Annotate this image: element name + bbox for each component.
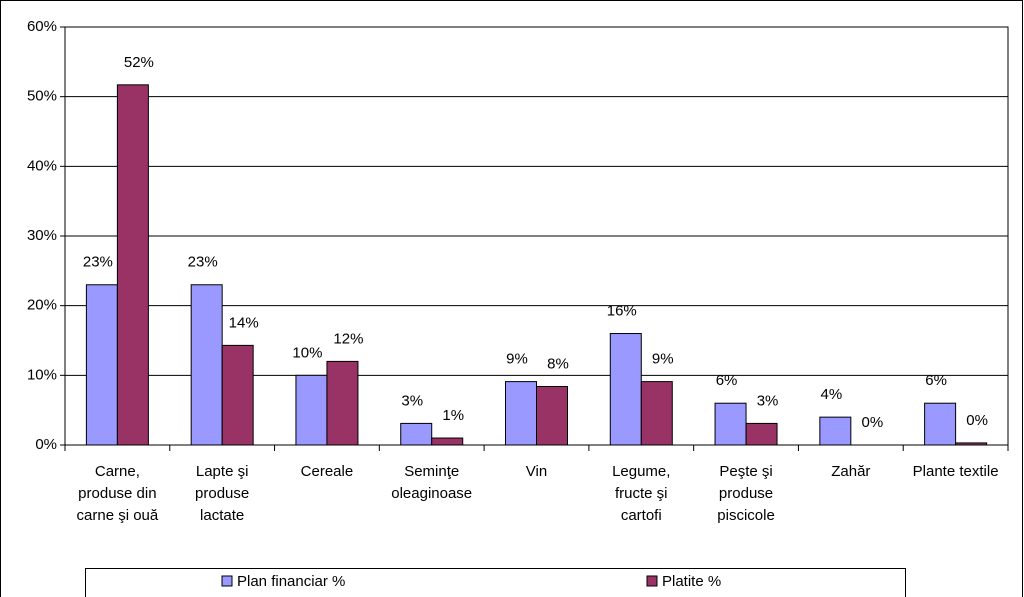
bar xyxy=(431,437,464,446)
bar xyxy=(326,360,359,446)
value-label: 14% xyxy=(229,314,259,331)
x-tick-label: Peşte şi produse piscicole xyxy=(717,463,775,524)
value-label: 23% xyxy=(188,254,218,271)
value-label: 6% xyxy=(925,372,947,389)
value-label: 0% xyxy=(966,412,988,429)
bar xyxy=(116,84,149,446)
x-tick-label: Legume, fructe şi cartofi xyxy=(612,463,671,524)
x-tick-label: Carne, produse din carne şi ouă xyxy=(76,463,159,524)
bar xyxy=(536,385,568,446)
bar xyxy=(221,344,254,446)
bar xyxy=(400,422,433,446)
y-tick-label: 40% xyxy=(27,157,57,174)
legend-label: Platite % xyxy=(662,573,721,590)
value-label: 52% xyxy=(124,54,154,71)
value-label: 9% xyxy=(506,351,528,368)
x-tick-label: Plante textile xyxy=(912,463,999,480)
y-tick-label: 20% xyxy=(27,297,57,314)
bar xyxy=(745,422,778,446)
value-label: 12% xyxy=(333,330,363,347)
x-tick-label: Cereale xyxy=(300,463,354,480)
bar xyxy=(295,374,328,446)
value-label: 23% xyxy=(83,254,113,271)
value-label: 3% xyxy=(757,392,779,409)
y-tick-label: 30% xyxy=(27,227,57,244)
legend-label: Plan financiar % xyxy=(237,573,345,590)
x-tick-label: Lapte şi produse lactate xyxy=(195,463,250,524)
bar xyxy=(924,402,957,446)
bar xyxy=(714,402,747,446)
y-tick-label: 60% xyxy=(27,18,57,35)
x-tick-label: Zahăr xyxy=(831,463,871,480)
value-label: 0% xyxy=(861,414,883,431)
value-label: 10% xyxy=(292,344,322,361)
y-tick-label: 10% xyxy=(27,366,57,383)
bar xyxy=(609,333,642,446)
bar xyxy=(190,284,223,446)
value-label: 3% xyxy=(401,392,423,409)
value-label: 9% xyxy=(652,351,674,368)
legend xyxy=(85,568,906,597)
value-label: 1% xyxy=(442,407,464,424)
legend-swatch xyxy=(221,575,233,587)
legend-swatch xyxy=(646,575,658,587)
bar xyxy=(85,284,118,446)
value-label: 6% xyxy=(716,372,738,389)
bar xyxy=(955,442,988,446)
value-label: 8% xyxy=(547,355,569,372)
x-tick-label: Vin xyxy=(525,463,548,480)
y-tick-label: 0% xyxy=(35,436,57,453)
x-tick-label: Seminţe oleaginoase xyxy=(391,463,473,502)
bar xyxy=(505,381,537,446)
y-tick-label: 50% xyxy=(27,88,57,105)
value-label: 16% xyxy=(607,303,637,320)
value-label: 4% xyxy=(820,386,842,403)
bar xyxy=(640,381,673,446)
bar xyxy=(819,416,852,446)
